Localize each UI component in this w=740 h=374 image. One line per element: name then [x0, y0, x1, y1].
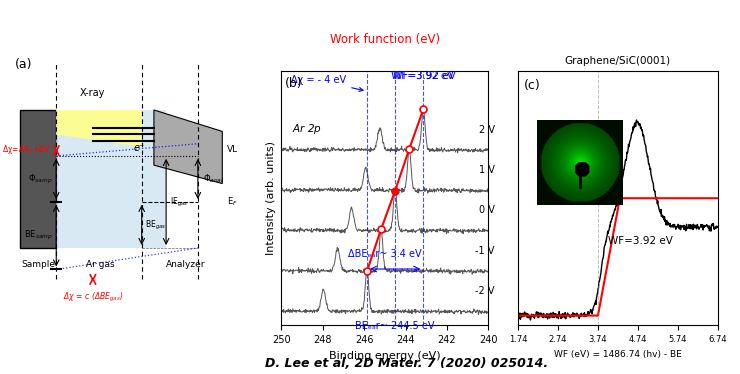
Text: 0 V: 0 V: [479, 205, 494, 215]
X-axis label: WF (eV) = 1486.74 (hv) - BE: WF (eV) = 1486.74 (hv) - BE: [554, 350, 682, 359]
Text: WF=3.92 eV: WF=3.92 eV: [608, 236, 673, 246]
Text: BE$_{samp}$: BE$_{samp}$: [24, 229, 53, 242]
Text: Φ$_{anal}$: Φ$_{anal}$: [203, 173, 224, 185]
Text: WF=3.92 eV: WF=3.92 eV: [391, 71, 456, 81]
Text: Ar 2$p$: Ar 2$p$: [292, 122, 321, 135]
Text: Δχ=ΔΦ$_s$+ΔV: Δχ=ΔΦ$_s$+ΔV: [2, 143, 51, 156]
Text: D. Lee et al, 2D Mater. 7 (2020) 025014.: D. Lee et al, 2D Mater. 7 (2020) 025014.: [266, 357, 548, 370]
Text: BE$_{gas}$: BE$_{gas}$: [145, 218, 166, 232]
Text: Δχ = c (ΔBE$_{gas}$): Δχ = c (ΔBE$_{gas}$): [63, 291, 123, 304]
Text: X-ray: X-ray: [80, 88, 106, 98]
Text: -2 V: -2 V: [475, 286, 494, 296]
Text: e⁻: e⁻: [134, 143, 145, 153]
Text: (c): (c): [524, 79, 541, 92]
Text: Φ$_{samp}$: Φ$_{samp}$: [28, 172, 53, 186]
Polygon shape: [154, 110, 222, 184]
Text: BEₑₐr~ 244.5 eV: BEₑₐr~ 244.5 eV: [355, 321, 435, 331]
Text: -1 V: -1 V: [475, 246, 494, 256]
Text: 2 V: 2 V: [479, 125, 494, 135]
Text: Sample: Sample: [21, 260, 55, 269]
Text: 1 V: 1 V: [479, 165, 494, 175]
Text: WF=3.92 eV: WF=3.92 eV: [393, 71, 454, 81]
Text: Graphene/SiC(0001): Graphene/SiC(0001): [565, 56, 671, 66]
Text: Analyzer: Analyzer: [166, 260, 206, 269]
Text: ΔBEₑₐr~ 3.4 eV: ΔBEₑₐr~ 3.4 eV: [348, 249, 422, 259]
Y-axis label: Intensity (arb. units): Intensity (arb. units): [266, 141, 275, 255]
Text: Δχ = - 4 eV: Δχ = - 4 eV: [291, 75, 363, 91]
Text: VL: VL: [227, 145, 238, 154]
Text: Ar gas: Ar gas: [86, 260, 115, 269]
X-axis label: Binding energy (eV): Binding energy (eV): [329, 351, 440, 361]
Bar: [19, 110, 56, 248]
Text: IE$_{gas}$: IE$_{gas}$: [169, 195, 188, 209]
Text: E$_F$: E$_F$: [227, 196, 238, 208]
Bar: [56, 110, 167, 248]
Text: (b): (b): [286, 77, 303, 90]
Title: Work function (eV): Work function (eV): [330, 33, 440, 46]
Text: (a): (a): [15, 58, 33, 71]
Polygon shape: [56, 110, 142, 147]
